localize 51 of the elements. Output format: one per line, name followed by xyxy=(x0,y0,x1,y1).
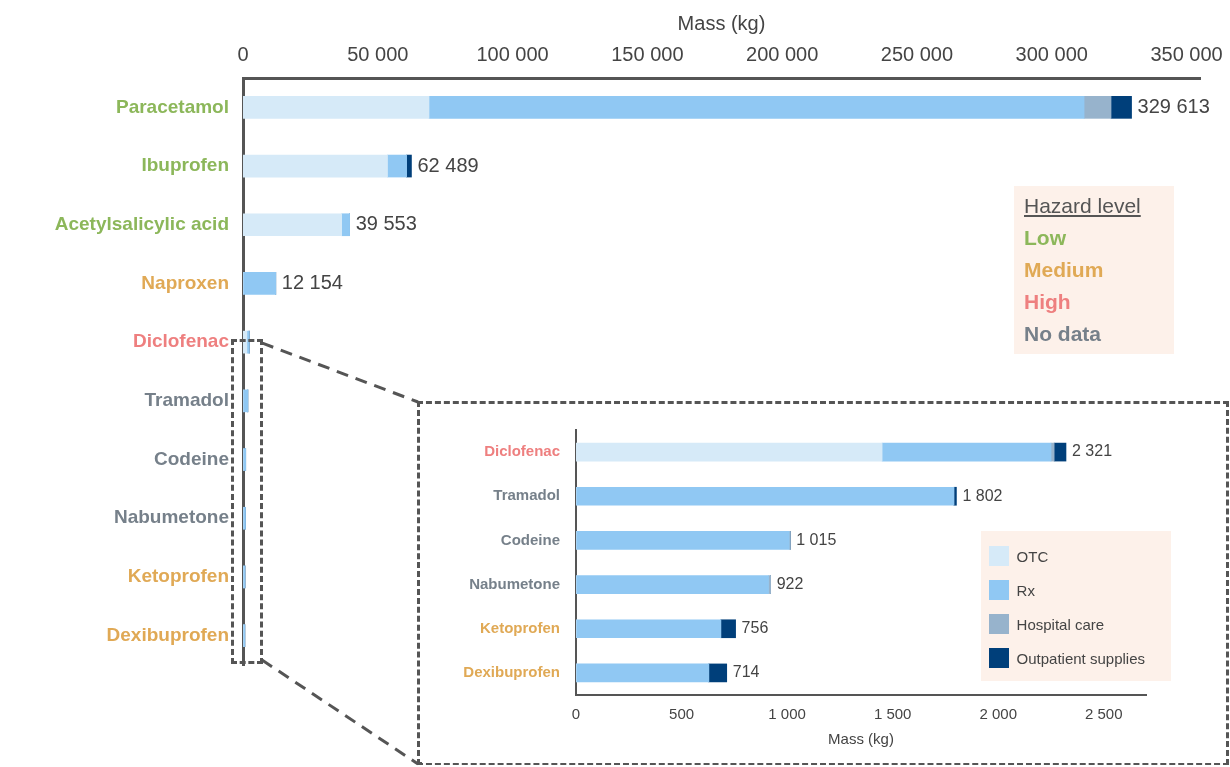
y-tick-label: Ketoprofen xyxy=(480,618,560,636)
total-label: 12 154 xyxy=(281,270,343,293)
x-tick-label: 0 xyxy=(571,705,581,723)
x-tick-label: 500 xyxy=(669,705,695,723)
x-tick-label: 1 500 xyxy=(873,705,912,723)
legend-label: Outpatient supplies xyxy=(1016,649,1145,667)
x-tick-label: 1 000 xyxy=(768,705,806,723)
legend-label: Hospital care xyxy=(1016,615,1105,633)
x-axis-title: Mass (kg) xyxy=(677,11,766,34)
total-label: 62 489 xyxy=(417,153,479,176)
x-tick-label: 300 000 xyxy=(1015,42,1088,65)
y-tick-label: Acetylsalicylic acid xyxy=(54,212,229,234)
y-tick-label: Ketoprofen xyxy=(127,565,229,587)
x-tick-label: 350 000 xyxy=(1150,42,1223,65)
x-axis-title: Mass (kg) xyxy=(828,730,894,748)
y-tick-label: Paracetamol xyxy=(115,95,229,117)
x-tick-label: 150 000 xyxy=(611,42,684,65)
annotation: Low xyxy=(1024,225,1067,251)
annotation: High xyxy=(1024,289,1072,315)
x-tick-label: 0 xyxy=(237,42,249,65)
y-tick-label: Ibuprofen xyxy=(141,154,229,176)
annotation: Medium xyxy=(1024,257,1105,283)
y-tick-label: Dexibuprofen xyxy=(106,623,229,645)
y-tick-label: Codeine xyxy=(500,530,560,548)
total-label: 922 xyxy=(776,574,804,592)
y-tick-label: Dexibuprofen xyxy=(463,663,560,681)
legend-label: Rx xyxy=(1016,581,1035,599)
x-tick-label: 2 500 xyxy=(1085,705,1123,723)
y-tick-label: Diclofenac xyxy=(132,330,230,352)
y-tick-label: Diclofenac xyxy=(484,442,560,460)
legend-label: OTC xyxy=(1016,547,1049,565)
total-label: 756 xyxy=(741,619,769,637)
y-tick-label: Tramadol xyxy=(493,486,560,504)
x-tick-label: 50 000 xyxy=(347,42,409,65)
total-label: 1 015 xyxy=(796,530,837,548)
total-label: 2 321 xyxy=(1071,442,1113,460)
total-label: 39 553 xyxy=(355,212,417,235)
y-tick-label: Tramadol xyxy=(144,389,229,411)
text: Hazard level xyxy=(1024,193,1142,219)
y-tick-label: Nabumetone xyxy=(469,574,560,592)
y-tick-label: Codeine xyxy=(154,447,229,469)
x-tick-label: 250 000 xyxy=(880,42,954,65)
y-tick-label: Naproxen xyxy=(141,271,229,293)
x-tick-label: 2 000 xyxy=(979,705,1017,723)
annotation: No data xyxy=(1024,321,1102,347)
total-label: 714 xyxy=(732,663,760,681)
total-label: 1 802 xyxy=(962,486,1003,504)
y-tick-label: Nabumetone xyxy=(113,506,229,528)
total-label: 329 613 xyxy=(1137,94,1210,117)
x-tick-label: 200 000 xyxy=(746,42,819,65)
x-tick-label: 100 000 xyxy=(476,42,549,65)
